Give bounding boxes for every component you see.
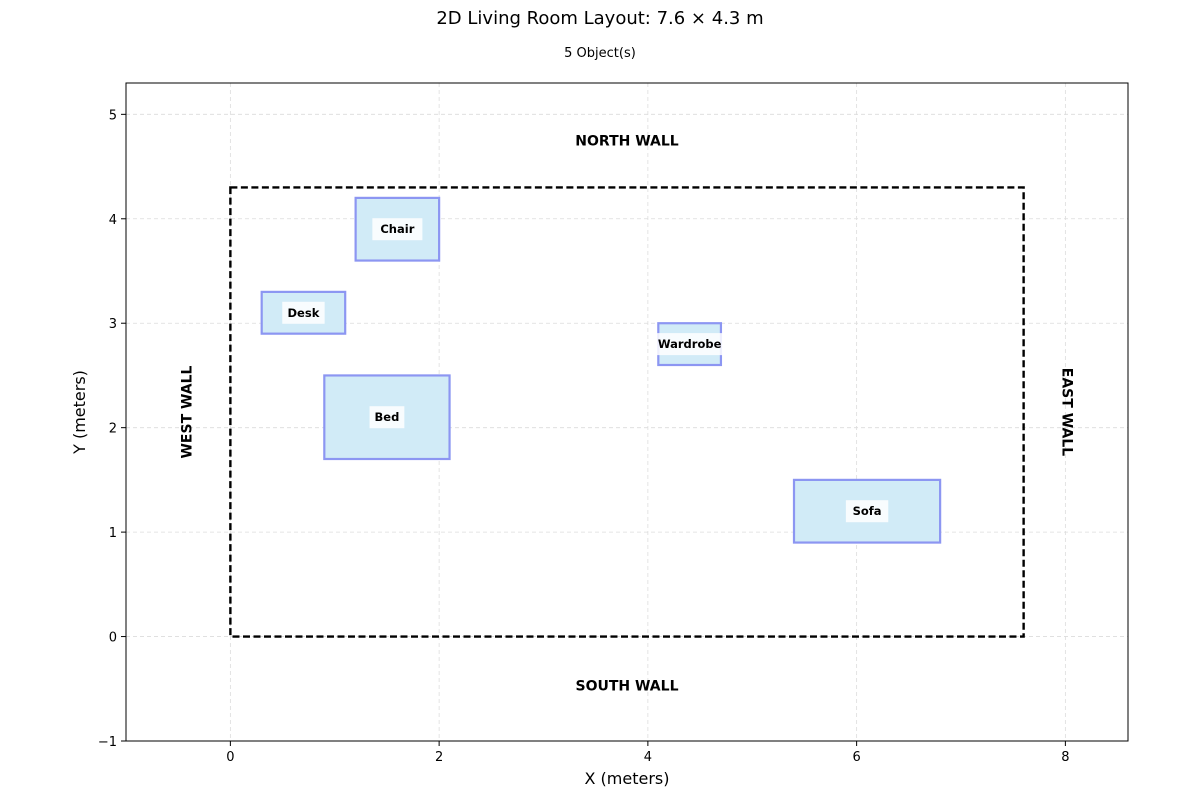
south-wall-label: SOUTH WALL [576, 679, 679, 695]
y-axis-label: Y (meters) [70, 370, 89, 455]
x-tick-label: 6 [852, 750, 860, 765]
east-wall-label: EAST WALL [1058, 368, 1074, 456]
y-tick-label: 5 [109, 108, 117, 123]
chart-title: 2D Living Room Layout: 7.6 × 4.3 m [436, 8, 764, 29]
y-tick-label: 2 [109, 422, 117, 437]
chart-subtitle: 5 Object(s) [564, 46, 636, 61]
x-tick-label: 4 [644, 750, 652, 765]
furniture-label: Wardrobe [658, 337, 722, 351]
furniture-label: Bed [375, 410, 400, 424]
furniture-label-bg [845, 500, 889, 523]
north-wall-label: NORTH WALL [575, 133, 678, 149]
furniture-label: Desk [288, 306, 320, 320]
axes: 0 2 4 6 8 −1 0 1 2 3 4 5 X (meters) Y (meters) [70, 82, 1129, 788]
furniture-layer: Chair Desk Wardrobe Bed Sofa [260, 196, 942, 544]
furniture-wardrobe: Wardrobe [653, 322, 727, 367]
y-tick-label: 4 [109, 213, 117, 228]
furniture-label-bg [282, 301, 325, 324]
y-tick-label: 0 [109, 631, 117, 646]
furniture-label-bg [653, 333, 727, 356]
x-tick-label: 8 [1061, 750, 1069, 765]
axes-frame [125, 82, 1129, 742]
furniture-chair: Chair [354, 196, 441, 262]
x-tick-label: 0 [226, 750, 234, 765]
grid [126, 83, 1128, 742]
x-axis-label: X (meters) [585, 769, 670, 788]
room-layer [229, 186, 1025, 638]
west-wall-label: WEST WALL [180, 365, 196, 458]
furniture-label-bg [372, 218, 423, 241]
furniture-label: Chair [380, 222, 414, 236]
furniture-sofa: Sofa [792, 478, 942, 544]
y-tick-label: 3 [109, 317, 117, 332]
furniture-bed: Bed [323, 374, 451, 461]
room-outline [229, 186, 1025, 638]
furniture-desk: Desk [260, 290, 347, 335]
x-tick-label: 2 [435, 750, 443, 765]
furniture-label-bg [369, 406, 405, 429]
furniture-label: Sofa [853, 504, 882, 518]
y-tick-label: 1 [109, 526, 117, 541]
y-tick-label: −1 [98, 735, 117, 750]
wall-labels: NORTH WALL SOUTH WALL WEST WALL EAST WALL [180, 133, 1075, 694]
